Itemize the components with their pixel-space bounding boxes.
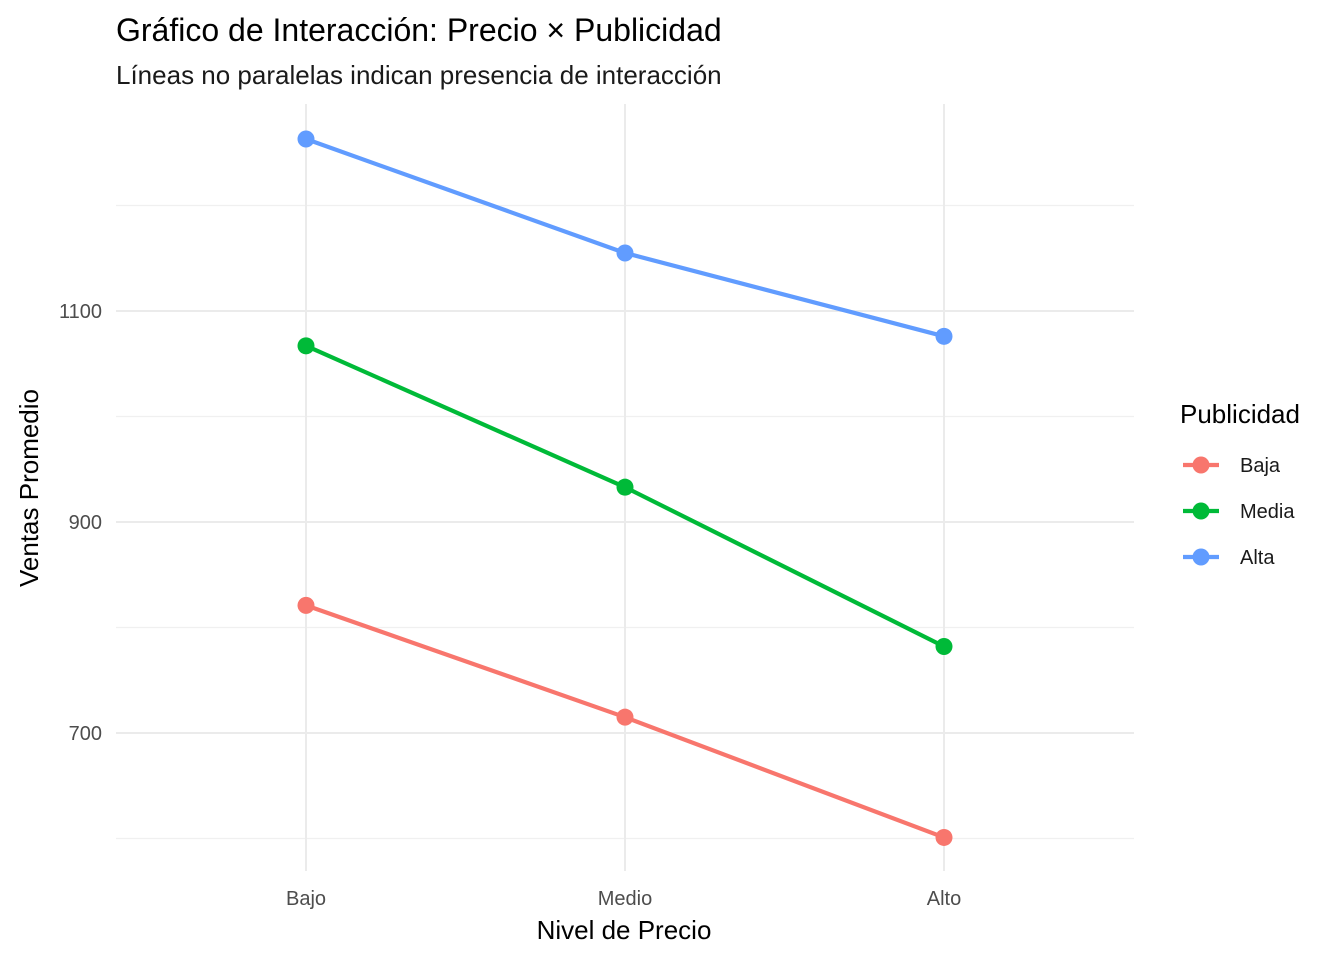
legend-label: Alta <box>1240 547 1275 569</box>
data-point-alta <box>616 244 634 262</box>
y-axis-ticks: 700 900 1100 <box>59 301 102 745</box>
legend-label: Media <box>1240 501 1295 523</box>
data-point-media <box>297 337 315 355</box>
y-tick-label: 700 <box>69 723 102 745</box>
data-point-alta <box>935 327 953 345</box>
x-tick-label: Alto <box>927 888 961 910</box>
x-tick-label: Medio <box>598 888 652 910</box>
y-axis-title: Ventas Promedio <box>14 389 44 587</box>
y-tick-label: 900 <box>69 512 102 534</box>
chart-title: Gráfico de Interacción: Precio × Publici… <box>116 12 722 48</box>
x-axis-title: Nivel de Precio <box>537 915 712 945</box>
series-points <box>297 130 953 846</box>
data-point-baja <box>297 596 315 614</box>
x-axis-ticks: Bajo Medio Alto <box>286 888 961 910</box>
data-point-baja <box>935 828 953 846</box>
data-point-baja <box>616 708 634 726</box>
data-point-alta <box>297 130 315 148</box>
legend-key-point <box>1192 456 1210 474</box>
legend-title: Publicidad <box>1180 399 1300 429</box>
legend-key-point <box>1192 548 1210 566</box>
data-point-media <box>935 637 953 655</box>
legend: Publicidad Baja Media Alta <box>1180 399 1300 569</box>
legend-key-point <box>1192 502 1210 520</box>
legend-items: Baja Media Alta <box>1183 455 1295 569</box>
data-point-media <box>616 478 634 496</box>
chart-subtitle: Líneas no paralelas indican presencia de… <box>116 60 722 90</box>
y-tick-label: 1100 <box>59 301 102 323</box>
x-tick-label: Bajo <box>286 888 326 910</box>
legend-label: Baja <box>1240 455 1281 477</box>
